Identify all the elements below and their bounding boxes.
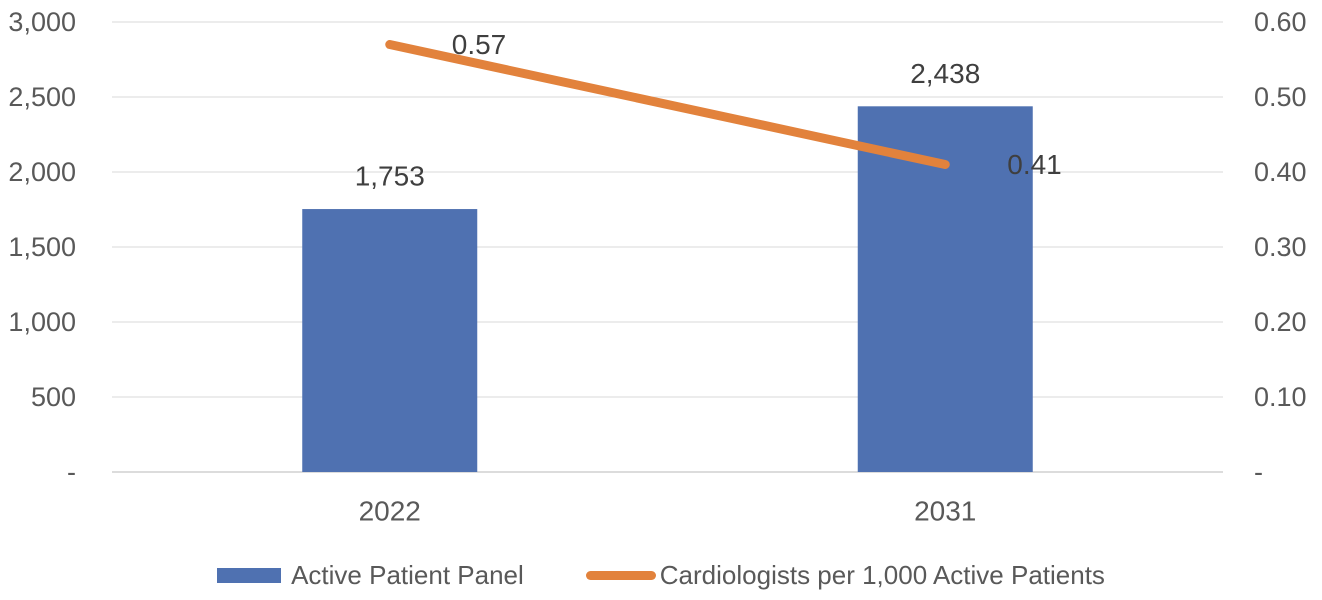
line-data-label: 0.57: [452, 29, 507, 60]
legend-item-cardiologists-per-1000: Cardiologists per 1,000 Active Patients: [585, 559, 1105, 591]
bar-data-label: 1,753: [355, 161, 425, 192]
line-data-label: 0.41: [1007, 149, 1062, 180]
right-axis-tick-label: 0.60: [1254, 7, 1307, 37]
x-axis-label: 2031: [914, 496, 976, 527]
left-axis-tick-label: 3,000: [8, 7, 76, 37]
legend-label-active-patient-panel: Active Patient Panel: [291, 559, 524, 590]
left-axis-tick-label: 500: [31, 382, 76, 412]
line-series-path: [385, 40, 950, 169]
right-axis-tick-label: -: [1254, 457, 1263, 487]
left-axis-tick-label: -: [67, 457, 76, 487]
x-axis-label: 2022: [359, 496, 421, 527]
chart-canvas: 3,000 0.60 2,500 0.50 2,000 0.40 1,500 0.30 1,00…: [8, 7, 1307, 527]
left-axis-tick-label: 2,000: [8, 157, 76, 187]
right-axis-tick-label: 0.10: [1254, 382, 1307, 412]
bar-data-label: 2,438: [910, 58, 980, 89]
legend-item-active-patient-panel: Active Patient Panel: [217, 560, 524, 591]
left-axis-tick-label: 1,000: [8, 307, 76, 337]
left-axis-tick-label: 2,500: [8, 82, 76, 112]
left-axis-tick-label: 1,500: [8, 232, 76, 262]
bar-2022: [302, 209, 478, 473]
right-axis-tick-label: 0.40: [1254, 157, 1307, 187]
right-axis-tick-label: 0.30: [1254, 232, 1307, 262]
bar-series-swatch-icon: [217, 567, 282, 583]
chart-legend: Active Patient Panel Cardiologists per 1…: [0, 552, 1322, 598]
line-series-swatch-icon: [585, 570, 656, 580]
legend-label-cardiologists-per-1000: Cardiologists per 1,000 Active Patients: [659, 559, 1105, 590]
right-axis-tick-label: 0.50: [1254, 82, 1307, 112]
right-axis-tick-label: 0.20: [1254, 307, 1307, 337]
